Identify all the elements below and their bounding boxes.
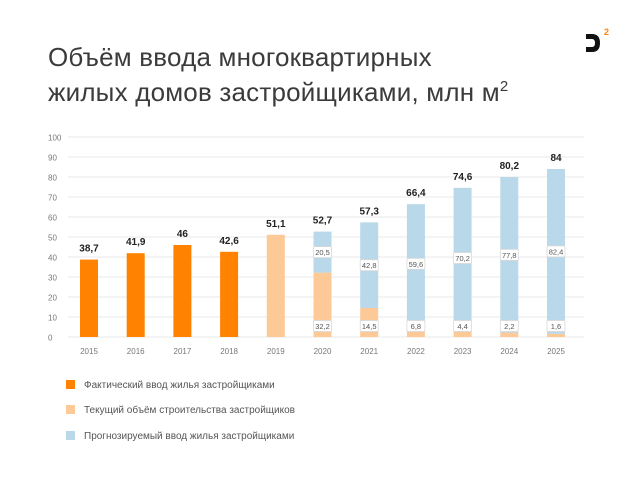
chart-title: Объём ввода многоквартирных жилых домов … — [48, 42, 508, 107]
segment-label-text: 42,8 — [362, 261, 377, 270]
x-tick-label: 2025 — [547, 347, 565, 356]
legend-label-current: Текущий объём строительства застройщиков — [84, 405, 295, 416]
segment-label-current-2025: 1,6 — [546, 320, 566, 332]
segment-label-current-2020: 32,2 — [313, 320, 332, 332]
total-label-2015: 38,7 — [79, 244, 99, 255]
legend-label-forecast: Прогнозируемый ввод жилья застройщиками — [84, 431, 295, 442]
segment-label-text: 77,8 — [502, 251, 517, 260]
y-tick-label: 60 — [48, 214, 57, 223]
total-label-2019: 51,1 — [266, 219, 286, 230]
legend-label-actual: Фактический ввод жилья застройщиками — [84, 380, 275, 391]
data-labels: 38,7 41,9 46 42,6 51,1 32,2 20,5 52,7 14,5 42,8 57… — [79, 153, 566, 332]
segment-label-forecast-2025: 82,4 — [546, 245, 566, 258]
segment-label-forecast-2021: 42,8 — [359, 259, 379, 272]
segment-label-text: 1,6 — [551, 322, 561, 331]
brand-logo: 2 — [586, 27, 609, 52]
segment-label-box — [499, 320, 519, 332]
total-label-2024: 80,2 — [500, 161, 520, 172]
total-label-2020: 52,7 — [313, 216, 333, 227]
bar-current-2023 — [453, 328, 472, 337]
segment-label-box — [359, 320, 379, 332]
y-tick-label: 40 — [48, 254, 57, 263]
total-label-2018: 42,6 — [219, 236, 239, 247]
segment-label-text: 6,8 — [411, 322, 421, 331]
total-label-2016: 41,9 — [126, 237, 146, 248]
x-axis-ticks: 2015 2016 2017 2018 2019 2020 2021 2022 2023 2024… — [80, 347, 565, 356]
bar-current-2025 — [547, 333, 565, 337]
x-tick-label: 2017 — [174, 347, 192, 356]
segment-label-box — [546, 245, 566, 258]
title-superscript: 2 — [499, 78, 509, 95]
segment-label-text: 20,5 — [315, 248, 330, 257]
x-tick-label: 2018 — [220, 347, 238, 356]
y-tick-label: 20 — [48, 294, 57, 303]
legend-swatch-actual — [66, 380, 75, 389]
bar-current-2019 — [266, 234, 285, 337]
segment-label-forecast-2022: 59,6 — [406, 257, 426, 270]
segment-label-box — [313, 320, 332, 332]
segment-label-text: 4,4 — [457, 322, 467, 331]
segment-label-current-2023: 4,4 — [453, 320, 473, 332]
y-tick-label: 0 — [48, 334, 53, 343]
segment-label-forecast-2024: 77,8 — [499, 248, 519, 261]
legend-item-forecast: Прогнозируемый ввод жилья застройщиками — [66, 431, 294, 442]
y-tick-label: 70 — [48, 194, 57, 203]
segment-label-box — [453, 252, 473, 264]
segment-label-current-2024: 2,2 — [499, 320, 519, 332]
segment-label-box — [546, 320, 566, 332]
bars — [80, 169, 565, 337]
bar-current-2024 — [500, 332, 519, 337]
x-tick-label: 2020 — [314, 347, 332, 356]
total-label-2025: 84 — [550, 153, 562, 164]
total-label-2021: 57,3 — [359, 206, 379, 217]
legend-item-current: Текущий объём строительства застройщиков — [66, 405, 295, 416]
segment-label-forecast-2020: 20,5 — [313, 246, 332, 259]
segment-label-box — [406, 257, 426, 270]
y-tick-label: 10 — [48, 314, 57, 323]
legend-swatch-current — [66, 405, 75, 414]
title-line-2-text: жилых домов застройщиками, млн м — [48, 77, 500, 107]
x-tick-label: 2016 — [127, 347, 145, 356]
bar-actual-2017 — [173, 245, 192, 337]
segment-label-text: 32,2 — [315, 322, 330, 331]
x-tick-label: 2022 — [407, 347, 425, 356]
segment-label-text: 59,6 — [409, 260, 424, 269]
title-line-2: жилых домов застройщиками, млн м2 — [48, 72, 508, 107]
segment-label-box — [499, 248, 519, 261]
y-axis-ticks: 0 10 20 30 40 50 60 70 80 90 100 — [48, 134, 62, 343]
segment-label-box — [453, 320, 473, 332]
legend-swatch-forecast — [66, 431, 75, 440]
y-tick-label: 90 — [48, 154, 57, 163]
x-tick-label: 2021 — [360, 347, 378, 356]
logo-mark — [586, 34, 600, 52]
y-tick-label: 30 — [48, 274, 57, 283]
logo-superscript: 2 — [604, 27, 609, 37]
total-label-2022: 66,4 — [406, 188, 426, 199]
legend-item-actual: Фактический ввод жилья застройщиками — [66, 380, 275, 391]
x-tick-label: 2019 — [267, 347, 285, 356]
y-tick-label: 50 — [48, 234, 57, 243]
x-tick-label: 2023 — [454, 347, 472, 356]
x-tick-label: 2015 — [80, 347, 98, 356]
segment-label-box — [313, 246, 332, 259]
segment-label-current-2021: 14,5 — [359, 320, 379, 332]
y-tick-label: 100 — [48, 134, 62, 143]
segment-label-text: 70,2 — [455, 254, 470, 263]
segment-label-text: 82,4 — [549, 247, 564, 256]
y-tick-label: 80 — [48, 174, 57, 183]
segment-label-text: 14,5 — [362, 322, 377, 331]
total-label-2023: 74,6 — [453, 172, 473, 183]
segment-label-box — [406, 320, 426, 332]
bar-actual-2016 — [126, 253, 145, 337]
segment-label-current-2022: 6,8 — [406, 320, 426, 332]
title-line-1: Объём ввода многоквартирных — [48, 42, 432, 72]
segment-label-box — [359, 259, 379, 272]
bar-actual-2015 — [80, 259, 98, 337]
segment-label-text: 2,2 — [504, 322, 514, 331]
segment-label-forecast-2023: 70,2 — [453, 252, 473, 264]
x-tick-label: 2024 — [500, 347, 518, 356]
total-label-2017: 46 — [177, 229, 189, 240]
bar-actual-2018 — [220, 251, 239, 337]
